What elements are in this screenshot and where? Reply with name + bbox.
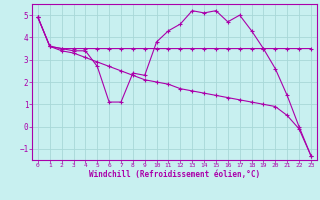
X-axis label: Windchill (Refroidissement éolien,°C): Windchill (Refroidissement éolien,°C) — [89, 170, 260, 179]
